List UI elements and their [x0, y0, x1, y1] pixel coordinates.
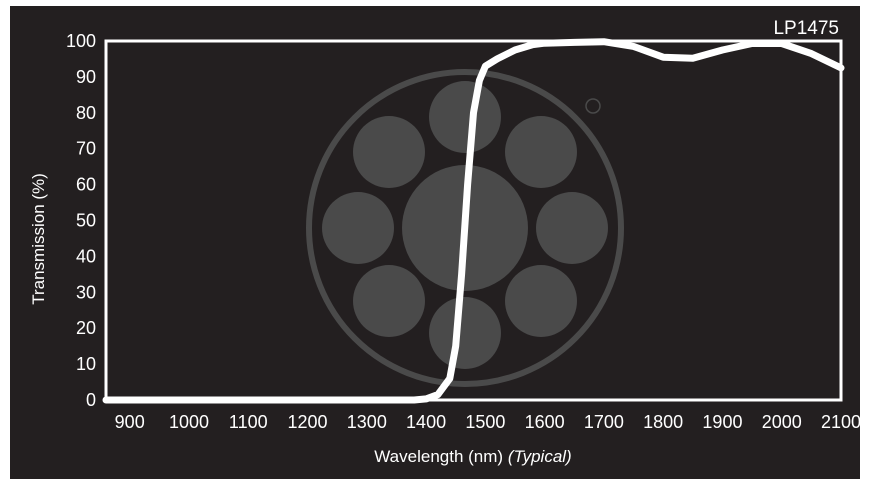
- y-tick-label: 60: [76, 175, 96, 195]
- chart-title: LP1475: [773, 18, 839, 39]
- x-tick-label: 1800: [643, 412, 683, 432]
- x-tick-label: 1000: [169, 412, 209, 432]
- x-axis-label: Wavelength (nm) (Typical): [374, 447, 571, 466]
- y-axis: 0 10 20 30 40 50 60 70 80 90 100: [66, 31, 96, 410]
- x-axis-label-main: Wavelength (nm): [374, 447, 503, 466]
- y-axis-label: Transmission (%): [29, 173, 48, 305]
- x-tick-label: 2100: [821, 412, 860, 432]
- y-tick-label: 30: [76, 282, 96, 302]
- y-tick-label: 10: [76, 354, 96, 374]
- y-tick-label: 20: [76, 318, 96, 338]
- y-tick-label: 80: [76, 103, 96, 123]
- x-tick-label: 900: [115, 412, 145, 432]
- y-tick-label: 70: [76, 139, 96, 159]
- y-tick-label: 50: [76, 211, 96, 231]
- watermark-logo: [306, 69, 624, 387]
- x-tick-label: 1300: [347, 412, 387, 432]
- x-axis: 900 1000 1100 1200 1300 1400 1500 1600 1700 1800 1…: [115, 412, 860, 432]
- y-tick-label: 90: [76, 67, 96, 87]
- y-tick-label: 100: [66, 31, 96, 51]
- x-tick-label: 1900: [702, 412, 742, 432]
- x-axis-label-suffix: (Typical): [508, 447, 572, 466]
- plot-frame: [104, 39, 843, 402]
- x-tick-label: 1500: [465, 412, 505, 432]
- x-tick-label: 2000: [762, 412, 802, 432]
- y-tick-label: 0: [86, 390, 96, 410]
- transmission-chart: 0 10 20 30 40 50 60 70 80 90 100 900 1000 1100 1200 13…: [29, 18, 860, 466]
- y-tick-label: 40: [76, 246, 96, 266]
- transmission-line: [102, 38, 845, 404]
- x-tick-label: 1100: [229, 412, 268, 432]
- x-tick-label: 1600: [525, 412, 565, 432]
- x-tick-label: 1700: [584, 412, 624, 432]
- x-tick-label: 1400: [406, 412, 446, 432]
- x-tick-label: 1200: [288, 412, 328, 432]
- chart-panel: 0 10 20 30 40 50 60 70 80 90 100 900 1000 1100 1200 13…: [10, 6, 860, 479]
